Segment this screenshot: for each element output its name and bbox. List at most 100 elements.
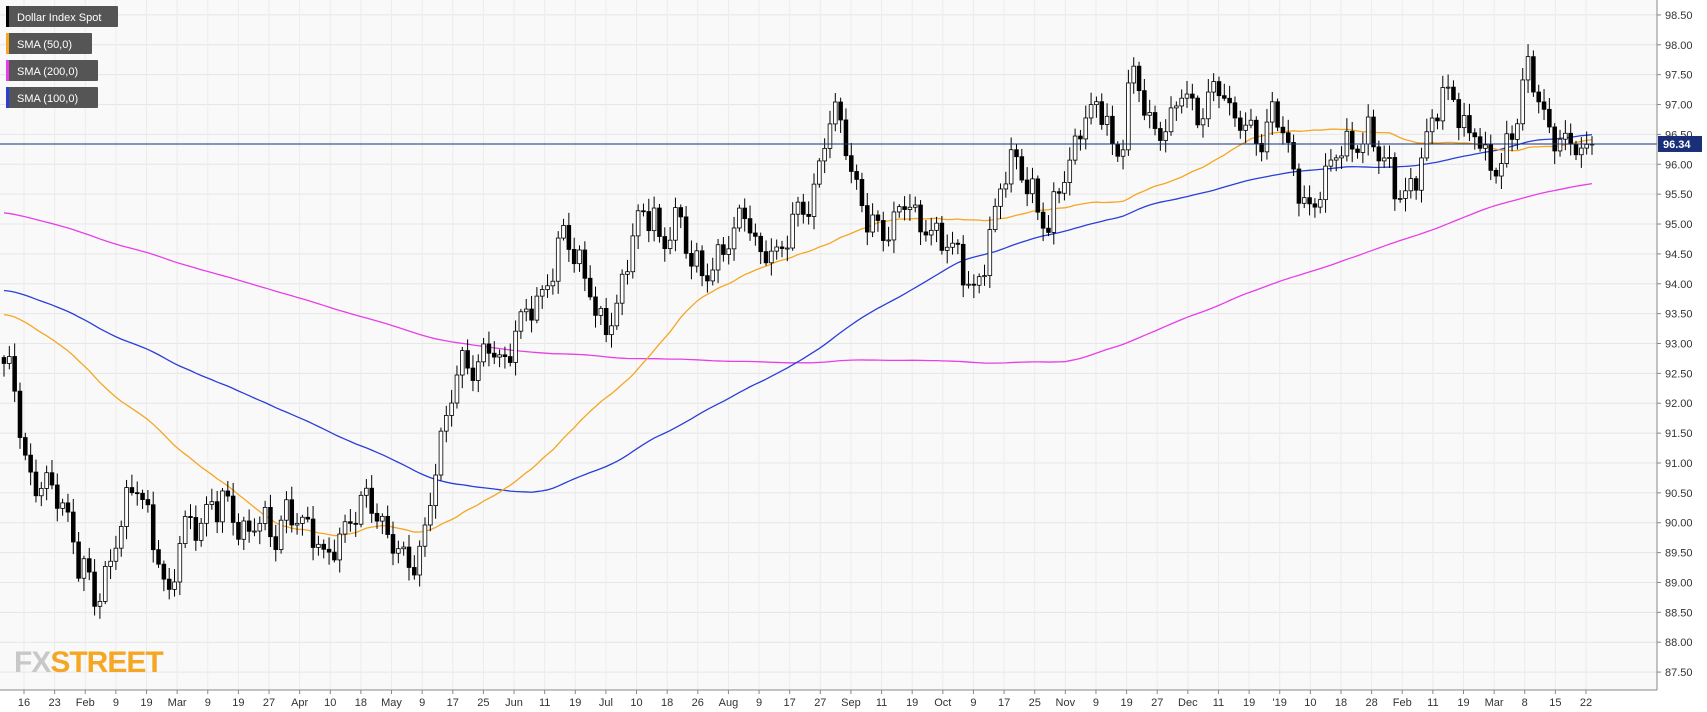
candle bbox=[1174, 101, 1179, 121]
candle bbox=[737, 204, 742, 232]
candle bbox=[710, 257, 715, 286]
candle-body bbox=[76, 541, 81, 579]
candle bbox=[337, 527, 342, 573]
candle bbox=[1008, 137, 1014, 193]
candle bbox=[976, 273, 982, 294]
x-tick-label: 19 bbox=[1243, 697, 1255, 709]
candle bbox=[252, 518, 257, 537]
sma-200-path bbox=[3, 182, 1593, 364]
x-tick-label: 11 bbox=[539, 697, 550, 709]
x-tick-label: 9 bbox=[970, 697, 976, 709]
candle bbox=[662, 227, 668, 262]
x-tick-label: Aug bbox=[719, 697, 739, 709]
candle bbox=[1493, 167, 1499, 184]
candle bbox=[33, 459, 39, 503]
candle-body bbox=[332, 551, 337, 561]
candle bbox=[1206, 79, 1211, 128]
candle bbox=[902, 196, 907, 221]
candle bbox=[1296, 163, 1302, 217]
candle bbox=[49, 459, 55, 490]
candle bbox=[635, 204, 641, 249]
candle-body bbox=[300, 516, 305, 524]
candle-body bbox=[1472, 132, 1478, 138]
candle-body bbox=[188, 516, 193, 518]
candle-body bbox=[204, 504, 209, 524]
candle bbox=[1232, 96, 1238, 127]
candle-body bbox=[262, 506, 268, 524]
candle bbox=[641, 203, 646, 217]
candle bbox=[561, 218, 566, 241]
candle-body bbox=[23, 437, 28, 456]
legend-item-label: Dollar Index Spot bbox=[17, 12, 101, 24]
legend-item: SMA (50,0) bbox=[6, 33, 92, 54]
candle bbox=[1472, 128, 1478, 150]
candle bbox=[779, 240, 785, 258]
candle bbox=[1413, 175, 1419, 200]
candle-body bbox=[1243, 124, 1248, 131]
candle-body bbox=[1456, 99, 1462, 129]
candle bbox=[928, 217, 934, 246]
candle-body bbox=[1413, 178, 1419, 191]
candle-body bbox=[1222, 95, 1227, 99]
candle-body bbox=[582, 249, 588, 279]
candle bbox=[614, 294, 620, 330]
candle-body bbox=[1008, 149, 1014, 185]
candle bbox=[465, 339, 470, 375]
legend-item-background bbox=[6, 6, 118, 27]
candle-body bbox=[1435, 117, 1440, 122]
candle-body bbox=[241, 520, 247, 540]
candle bbox=[1419, 147, 1424, 203]
candle bbox=[763, 240, 769, 266]
candle-body bbox=[460, 350, 465, 376]
candle bbox=[1014, 143, 1019, 170]
candle-body bbox=[177, 543, 183, 583]
candle bbox=[923, 220, 929, 242]
candle-body bbox=[316, 543, 321, 548]
candle-body bbox=[294, 523, 300, 526]
candle-body bbox=[401, 546, 406, 550]
candle-body bbox=[715, 244, 721, 271]
candle bbox=[1579, 137, 1584, 168]
candle bbox=[81, 555, 87, 592]
candle bbox=[982, 264, 987, 286]
y-tick-label: 88.50 bbox=[1665, 607, 1693, 619]
candle bbox=[55, 473, 60, 522]
candle bbox=[1429, 109, 1435, 145]
legend-item: Dollar Index Spot bbox=[6, 6, 118, 27]
candle bbox=[214, 490, 220, 534]
candle bbox=[300, 514, 305, 536]
candle bbox=[646, 198, 652, 243]
x-tick-label: 9 bbox=[419, 697, 425, 709]
candle-body bbox=[1163, 131, 1168, 141]
y-tick-label: 98.50 bbox=[1665, 10, 1693, 22]
candle-body bbox=[822, 148, 827, 162]
candle bbox=[332, 539, 337, 563]
legend-color-swatch bbox=[6, 87, 9, 108]
candle-body bbox=[1509, 133, 1515, 140]
candle bbox=[1557, 129, 1563, 157]
x-tick-label: Feb bbox=[76, 697, 95, 709]
candle-body bbox=[214, 501, 220, 523]
candle bbox=[907, 194, 913, 221]
x-tick-label: 19 bbox=[1457, 697, 1469, 709]
candle-body bbox=[513, 330, 518, 363]
x-tick-label: 27 bbox=[814, 697, 826, 709]
candle bbox=[1019, 148, 1025, 183]
candle bbox=[65, 493, 71, 522]
candle bbox=[1435, 113, 1440, 130]
candle bbox=[1301, 185, 1307, 208]
candle bbox=[881, 211, 886, 252]
candle bbox=[422, 517, 428, 557]
candle bbox=[1387, 145, 1392, 169]
candle bbox=[1403, 177, 1408, 212]
candle-body bbox=[161, 563, 167, 580]
candle bbox=[891, 201, 897, 254]
candle bbox=[326, 537, 332, 565]
candle-body bbox=[1307, 197, 1312, 205]
candle-body bbox=[1440, 87, 1446, 122]
candle bbox=[912, 196, 918, 213]
candle-body bbox=[1381, 157, 1387, 162]
candle bbox=[833, 93, 838, 132]
candle bbox=[694, 242, 700, 273]
x-tick-label: Mar bbox=[168, 697, 187, 709]
